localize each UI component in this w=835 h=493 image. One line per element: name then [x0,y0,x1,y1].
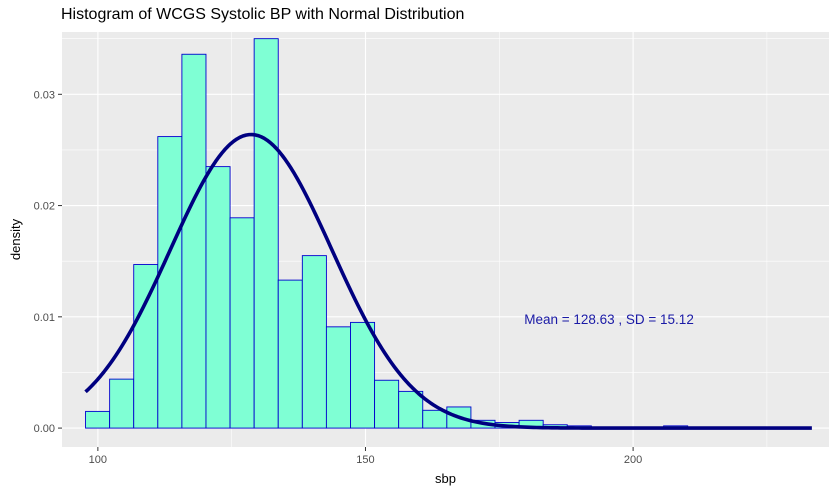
histogram-bar-4 [181,53,207,429]
histogram-bar-14 [422,409,448,429]
histogram-bar-8 [277,279,303,429]
histogram-bar-7 [253,38,279,429]
histogram-bar-12 [374,379,400,429]
y-tick-labels: 0.00 0.01 0.02 0.03 [34,89,55,435]
histogram-bar-9 [301,255,327,429]
histogram-bar-13 [398,390,424,429]
x-tick-labels: 100 150 200 [89,454,643,466]
histogram-bar-10 [325,326,351,429]
y-tick-label: 0.00 [34,423,55,435]
histogram-bar-1 [109,378,135,429]
x-tick-label: 100 [89,454,107,466]
histogram-bars [85,38,785,429]
y-tick-label: 0.03 [34,89,55,101]
y-tick-label: 0.02 [34,201,55,213]
histogram-bar-5 [205,166,231,429]
histogram-bar-3 [157,136,183,429]
histogram-bar-2 [133,264,159,429]
normal-curve [84,132,812,430]
axis-ticks [58,93,634,451]
chart-title: Histogram of WCGS Systolic BP with Norma… [61,6,465,23]
x-tick-label: 150 [356,454,374,466]
y-tick-label: 0.01 [34,312,55,324]
histogram-bar-6 [229,217,255,429]
histogram-bar-11 [350,321,376,429]
x-tick-label: 200 [624,454,642,466]
y-axis-title: density [8,218,23,260]
histogram-bar-0 [85,410,111,429]
stats-annotation: Mean = 128.63 , SD = 15.12 [524,312,694,327]
x-axis-title: sbp [435,471,456,486]
